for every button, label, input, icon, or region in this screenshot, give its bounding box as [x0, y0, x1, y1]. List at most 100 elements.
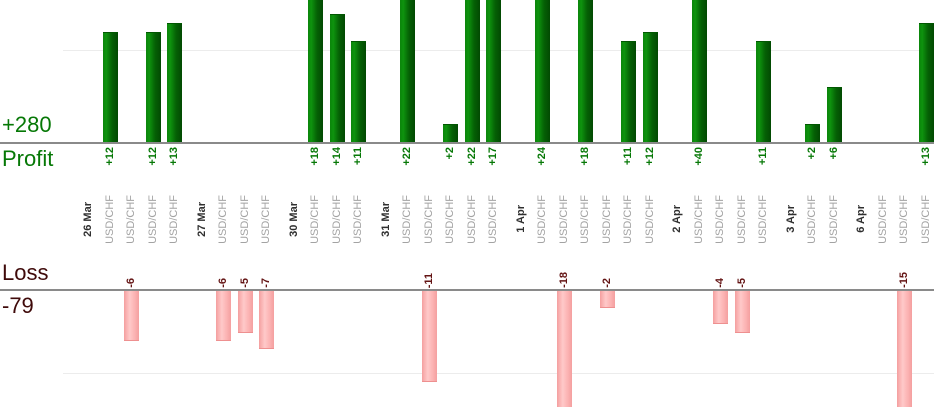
instrument-label: USD/CHF: [689, 184, 711, 254]
profit-section-label: Profit: [2, 146, 54, 171]
profit-value-labels: +12 +12 +13 +18 +14 +11 +22 +2 +22 +17 +24 +18 +11 +1…: [0, 147, 934, 183]
trade-profit-value-text: +18: [309, 147, 322, 166]
trade-profit-value: +11: [753, 147, 775, 183]
instrument-label: USD/CHF: [213, 184, 235, 254]
trade-profit-value: +11: [618, 147, 640, 183]
trade-loss-value: -4: [710, 256, 732, 288]
instrument-label: USD/CHF: [327, 184, 349, 254]
date-label-text: 26 Mar: [82, 201, 95, 237]
instrument-label: USD/CHF: [732, 184, 754, 254]
trade-profit-value-text: +22: [401, 147, 414, 166]
instrument-label: USD/CHF: [348, 184, 370, 254]
profit-bar: [102, 32, 118, 142]
trade-profit-value-text: +18: [579, 147, 592, 166]
instrument-label-text: USD/CHF: [309, 194, 322, 244]
profit-bar: [756, 41, 772, 142]
loss-bar: [259, 291, 275, 350]
profit-bar: [308, 0, 324, 142]
trade-loss-value: -5: [732, 256, 754, 288]
profit-bar: [167, 23, 183, 142]
loss-gridline: [63, 373, 934, 374]
trade-profit-value-text: +17: [487, 147, 500, 166]
trade-loss-value-text: -6: [125, 278, 138, 288]
trade-profit-value-text: +2: [444, 147, 457, 160]
instrument-label: USD/CHF: [419, 184, 441, 254]
trade-profit-value: +13: [916, 147, 934, 183]
loss-bar: [599, 291, 615, 308]
trade-profit-value-text: +22: [465, 147, 478, 166]
instrument-label-text: USD/CHF: [487, 194, 500, 244]
date-label: 27 Mar: [192, 184, 214, 254]
instrument-label: USD/CHF: [532, 184, 554, 254]
trade-profit-value: +22: [397, 147, 419, 183]
trade-profit-value-text: +13: [919, 147, 932, 166]
instrument-label-text: USD/CHF: [692, 194, 705, 244]
instrument-label-text: USD/CHF: [465, 194, 478, 244]
instrument-label: USD/CHF: [397, 184, 419, 254]
trade-profit-value-text: +14: [330, 147, 343, 166]
trade-profit-value: +2: [440, 147, 462, 183]
profit-baseline: [0, 142, 934, 144]
instrument-label-text: USD/CHF: [600, 194, 613, 244]
instrument-label: USD/CHF: [597, 184, 619, 254]
trade-profit-value: +40: [689, 147, 711, 183]
trade-loss-value: -18: [554, 256, 576, 288]
trade-loss-value-text: -5: [238, 278, 251, 288]
instrument-label-text: USD/CHF: [330, 194, 343, 244]
profit-bar: [826, 87, 842, 142]
instrument-label-text: USD/CHF: [260, 194, 273, 244]
date-label: 2 Apr: [667, 184, 689, 254]
instrument-label: USD/CHF: [483, 184, 505, 254]
profit-bar: [578, 0, 594, 142]
instrument-label-text: USD/CHF: [735, 194, 748, 244]
trade-profit-value: +18: [305, 147, 327, 183]
date-label: 3 Apr: [781, 184, 803, 254]
instrument-label-text: USD/CHF: [757, 194, 770, 244]
date-label-text: 27 Mar: [195, 201, 208, 237]
trade-loss-value-text: -6: [217, 278, 230, 288]
date-label: 31 Mar: [376, 184, 398, 254]
loss-bar: [421, 291, 437, 383]
trade-loss-value-text: -4: [714, 278, 727, 288]
trade-loss-value-text: -2: [600, 278, 613, 288]
profit-bar: [535, 0, 551, 142]
trade-loss-value: -6: [121, 256, 143, 288]
profit-plot-area: [0, 0, 934, 142]
instrument-label: USD/CHF: [100, 184, 122, 254]
instrument-label-text: USD/CHF: [444, 194, 457, 244]
loss-plot-area: [0, 291, 934, 407]
loss-bar: [713, 291, 729, 325]
instrument-label-text: USD/CHF: [146, 194, 159, 244]
trade-loss-value-text: -7: [260, 278, 273, 288]
trade-loss-value: -6: [213, 256, 235, 288]
instrument-label-text: USD/CHF: [536, 194, 549, 244]
instrument-label: USD/CHF: [618, 184, 640, 254]
instrument-label: USD/CHF: [235, 184, 257, 254]
instrument-label-text: USD/CHF: [401, 194, 414, 244]
profit-bar: [329, 13, 345, 142]
instrument-label-text: USD/CHF: [125, 194, 138, 244]
instrument-label-text: USD/CHF: [217, 194, 230, 244]
trade-loss-value: -7: [256, 256, 278, 288]
trade-profit-value-text: +13: [168, 147, 181, 166]
date-label-text: 2 Apr: [671, 205, 684, 233]
instrument-label-text: USD/CHF: [714, 194, 727, 244]
loss-section-label: Loss: [2, 260, 49, 285]
instrument-label-text: USD/CHF: [352, 194, 365, 244]
trade-profit-value-text: +11: [622, 147, 635, 166]
loss-bar: [897, 291, 913, 407]
loss-bar: [556, 291, 572, 407]
profit-bar: [918, 23, 934, 142]
instrument-label: USD/CHF: [916, 184, 934, 254]
instrument-label: USD/CHF: [554, 184, 576, 254]
instrument-label-text: USD/CHF: [579, 194, 592, 244]
loss-bar: [124, 291, 140, 341]
date-label-text: 31 Mar: [379, 201, 392, 237]
profit-bar: [642, 32, 658, 142]
instrument-label: USD/CHF: [710, 184, 732, 254]
instrument-label-text: USD/CHF: [898, 194, 911, 244]
trade-profit-value-text: +11: [757, 147, 770, 166]
instrument-label-text: USD/CHF: [168, 194, 181, 244]
trade-profit-value: +17: [483, 147, 505, 183]
loss-bar: [216, 291, 232, 341]
